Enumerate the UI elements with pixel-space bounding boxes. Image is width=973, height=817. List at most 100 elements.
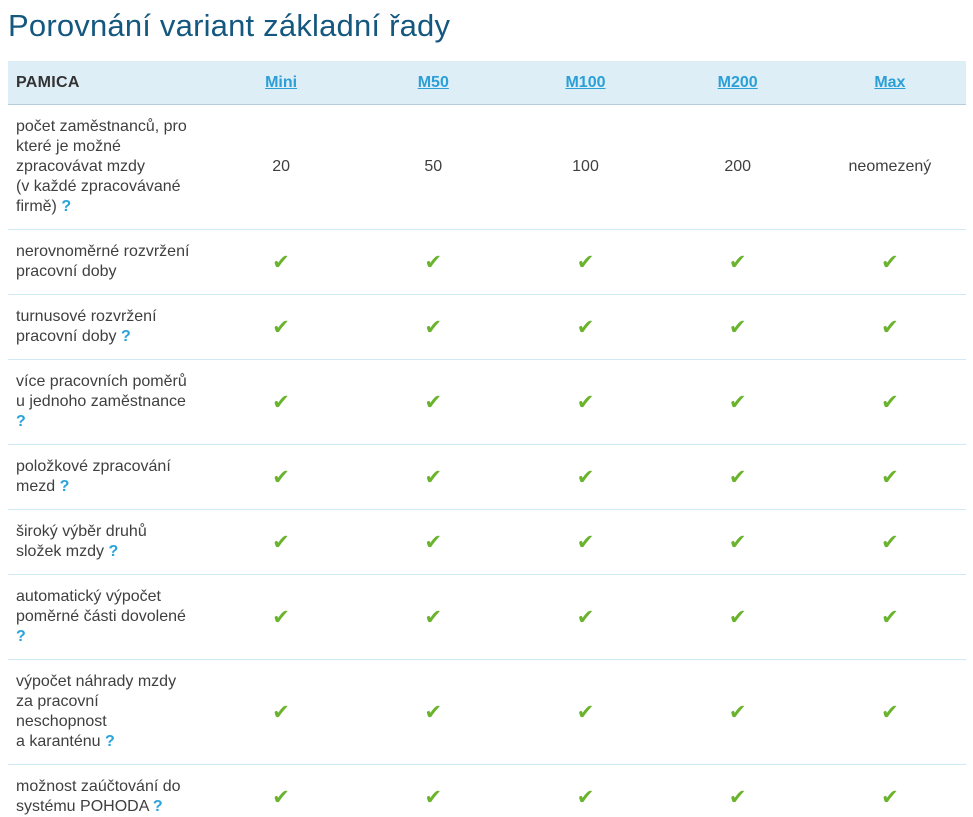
check-icon: ✔ bbox=[728, 700, 747, 724]
check-icon: ✔ bbox=[424, 785, 443, 809]
feature-label-line: a karanténu ? bbox=[16, 732, 195, 752]
value-cell: ✔ bbox=[205, 360, 357, 444]
value-cell: ✔ bbox=[205, 230, 357, 294]
feature-label-line: položkové zpracování bbox=[16, 457, 195, 477]
check-icon: ✔ bbox=[881, 250, 899, 274]
help-icon[interactable]: ? bbox=[16, 628, 26, 645]
value-cell: 100 bbox=[509, 105, 661, 229]
value-cell: ✔ bbox=[814, 445, 966, 509]
table-row: počet zaměstnanců, pro které je možné zpra… bbox=[8, 105, 966, 230]
help-icon[interactable]: ? bbox=[108, 543, 119, 560]
feature-label-line: automatický výpočet bbox=[16, 587, 195, 607]
value-cell: ✔ bbox=[357, 295, 509, 359]
feature-label-line: více pracovních poměrů bbox=[16, 372, 195, 392]
check-icon: ✔ bbox=[424, 315, 443, 339]
table-row: více pracovních poměrů u jednoho zaměstna… bbox=[8, 360, 966, 445]
help-icon[interactable]: ? bbox=[59, 478, 70, 495]
help-icon[interactable]: ? bbox=[104, 733, 115, 750]
value-cell: ✔ bbox=[662, 765, 814, 817]
check-icon: ✔ bbox=[272, 390, 290, 414]
check-icon: ✔ bbox=[576, 315, 595, 339]
feature-label: více pracovních poměrů u jednoho zaměstna… bbox=[8, 360, 205, 444]
feature-text: mezd bbox=[16, 478, 60, 495]
variant-comparison-table: PAMICA Mini M50 M100 M200 Max počet zamě… bbox=[8, 61, 966, 817]
feature-text: systému POHODA bbox=[16, 798, 153, 815]
feature-label-line: (v každé zpracovávané bbox=[16, 177, 195, 197]
help-icon[interactable]: ? bbox=[16, 413, 26, 430]
value-cell: ✔ bbox=[509, 360, 661, 444]
feature-text: (v každé zpracovávané bbox=[16, 178, 181, 195]
value-text: 20 bbox=[272, 158, 290, 175]
value-text: 200 bbox=[724, 158, 752, 175]
feature-text: nerovnoměrné rozvržení bbox=[16, 243, 190, 260]
column-header-m100: M100 bbox=[509, 74, 661, 92]
feature-text: počet zaměstnanců, pro bbox=[16, 118, 187, 135]
feature-label: možnost zaúčtování do systému POHODA ? bbox=[8, 765, 205, 817]
table-row: položkové zpracování mezd ? ✔ ✔ ✔ ✔ ✔ bbox=[8, 445, 966, 510]
feature-text: široký výběr druhů bbox=[16, 523, 147, 540]
value-cell: ✔ bbox=[357, 765, 509, 817]
table-row: výpočet náhrady mzdy za pracovní neschopno… bbox=[8, 660, 966, 765]
check-icon: ✔ bbox=[272, 700, 290, 724]
variant-link-m200[interactable]: M200 bbox=[717, 73, 758, 91]
variant-link-m50[interactable]: M50 bbox=[417, 73, 449, 91]
check-icon: ✔ bbox=[576, 785, 595, 809]
feature-text: neschopnost bbox=[16, 713, 107, 730]
value-cell: ✔ bbox=[205, 445, 357, 509]
value-cell: 200 bbox=[662, 105, 814, 229]
check-icon: ✔ bbox=[881, 465, 899, 489]
value-cell: ✔ bbox=[509, 230, 661, 294]
feature-text: firmě) bbox=[16, 198, 62, 215]
value-cell: ✔ bbox=[814, 510, 966, 574]
check-icon: ✔ bbox=[424, 390, 443, 414]
feature-label-line: poměrné části dovolené ? bbox=[16, 607, 195, 647]
feature-label-line: zpracovávat mzdy bbox=[16, 157, 195, 177]
check-icon: ✔ bbox=[272, 605, 290, 629]
feature-text: za pracovní bbox=[16, 693, 99, 710]
value-cell: ✔ bbox=[509, 295, 661, 359]
check-icon: ✔ bbox=[272, 530, 290, 554]
feature-label-line: výpočet náhrady mzdy bbox=[16, 672, 195, 692]
value-text: 100 bbox=[572, 158, 599, 175]
value-cell: neomezený bbox=[814, 105, 966, 229]
check-icon: ✔ bbox=[576, 605, 595, 629]
help-icon[interactable]: ? bbox=[152, 798, 163, 815]
value-cell: ✔ bbox=[662, 360, 814, 444]
value-cell: ✔ bbox=[509, 510, 661, 574]
feature-label-line: složek mzdy ? bbox=[16, 542, 195, 562]
value-cell: 20 bbox=[205, 105, 357, 229]
variant-link-m100[interactable]: M100 bbox=[565, 73, 606, 91]
value-cell: ✔ bbox=[357, 230, 509, 294]
check-icon: ✔ bbox=[728, 315, 747, 339]
value-cell: ✔ bbox=[662, 295, 814, 359]
check-icon: ✔ bbox=[728, 530, 747, 554]
variant-link-max[interactable]: Max bbox=[874, 73, 906, 91]
check-icon: ✔ bbox=[728, 465, 747, 489]
help-icon[interactable]: ? bbox=[120, 328, 131, 345]
check-icon: ✔ bbox=[272, 465, 290, 489]
feature-label-line: turnusové rozvržení bbox=[16, 307, 195, 327]
feature-text: u jednoho zaměstnance bbox=[16, 393, 186, 410]
feature-text: složek mzdy bbox=[16, 543, 109, 560]
variant-link-mini[interactable]: Mini bbox=[265, 73, 298, 91]
feature-label-line: mezd ? bbox=[16, 477, 195, 497]
check-icon: ✔ bbox=[576, 250, 595, 274]
feature-label: široký výběr druhů složek mzdy ? bbox=[8, 510, 205, 574]
feature-label: turnusové rozvržení pracovní doby ? bbox=[8, 295, 205, 359]
feature-text: položkové zpracování bbox=[16, 458, 171, 475]
column-header-m200: M200 bbox=[662, 74, 814, 92]
check-icon: ✔ bbox=[424, 700, 443, 724]
value-cell: ✔ bbox=[814, 295, 966, 359]
value-text: neomezený bbox=[848, 158, 932, 175]
feature-label: automatický výpočet poměrné části dovolen… bbox=[8, 575, 205, 659]
value-cell: ✔ bbox=[662, 230, 814, 294]
value-cell: 50 bbox=[357, 105, 509, 229]
value-cell: ✔ bbox=[205, 295, 357, 359]
feature-label-line: široký výběr druhů bbox=[16, 522, 195, 542]
feature-label-line: systému POHODA ? bbox=[16, 797, 195, 817]
check-icon: ✔ bbox=[272, 315, 290, 339]
value-cell: ✔ bbox=[357, 510, 509, 574]
help-icon[interactable]: ? bbox=[61, 198, 72, 215]
table-row: automatický výpočet poměrné části dovolen… bbox=[8, 575, 966, 660]
check-icon: ✔ bbox=[576, 700, 595, 724]
